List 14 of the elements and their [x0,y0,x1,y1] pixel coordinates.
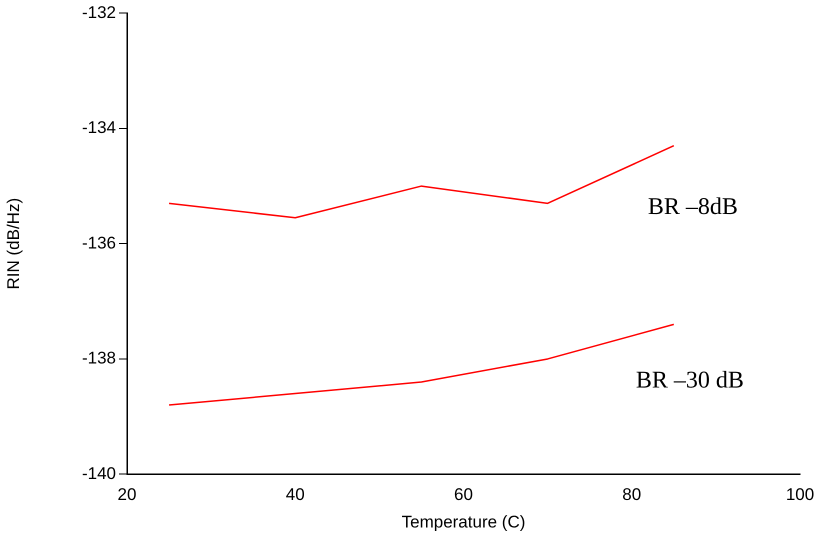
y-tick-label: -138 [82,348,116,368]
x-tick-label: 100 [786,485,814,504]
y-axis-title: RIN (dB/Hz) [4,198,23,290]
series-label: BR –30 dB [636,368,744,394]
y-tick-label: -132 [82,2,116,22]
x-tick-label: 60 [454,485,473,504]
x-axis-title: Temperature (C) [402,512,526,532]
y-tick-label: -136 [82,233,116,252]
x-tick-label: 80 [622,485,642,504]
x-tick-label: 40 [286,485,305,504]
series-label: BR –8dB [648,194,738,220]
x-tick-label: 20 [118,485,136,504]
y-tick-label: -134 [82,118,116,138]
y-tick-label: -140 [82,464,116,483]
